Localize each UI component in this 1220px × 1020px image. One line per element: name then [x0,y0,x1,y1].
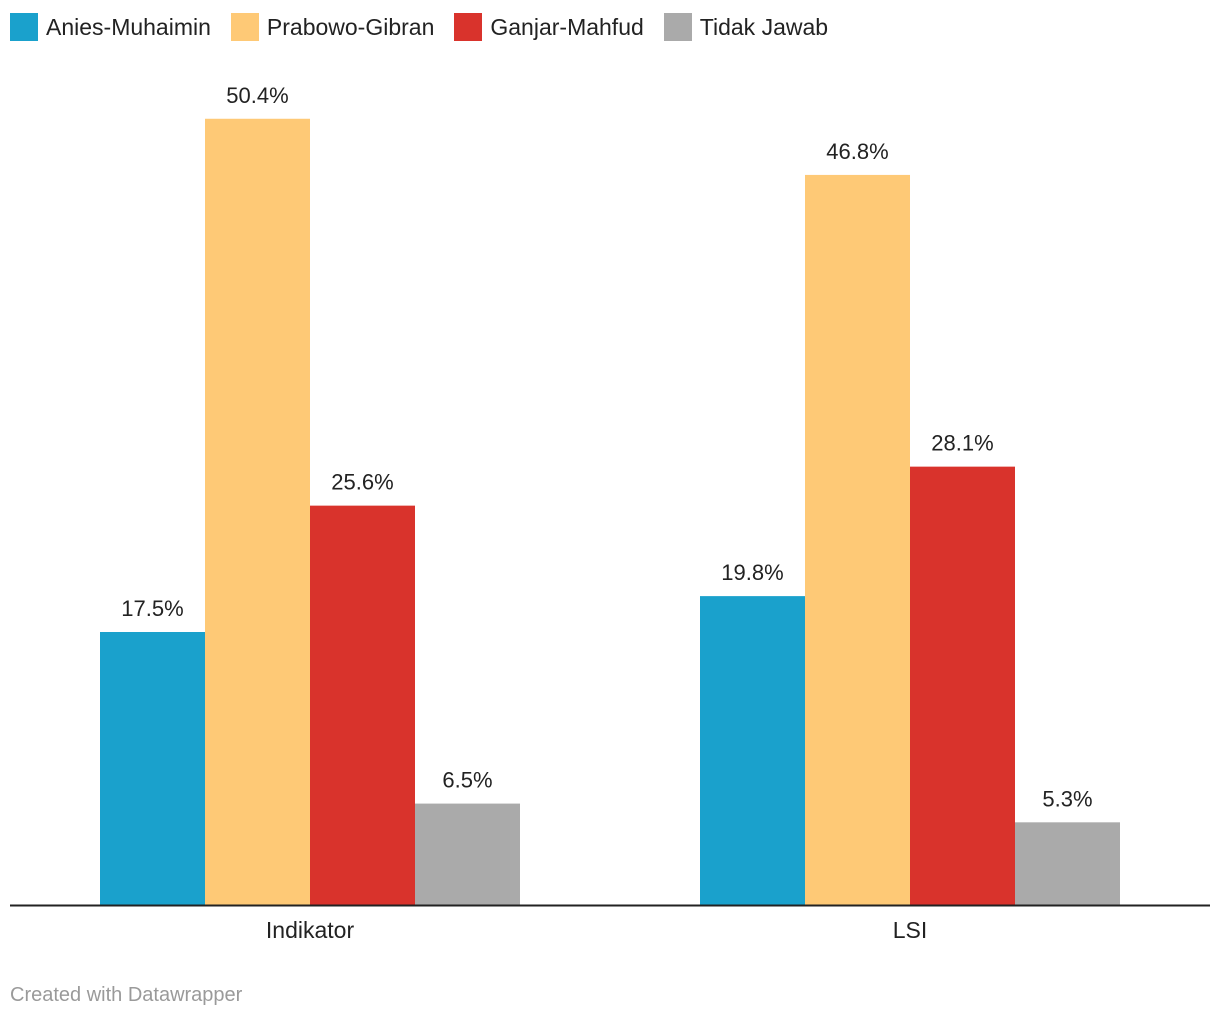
data-label-lsi-ganjar-mahfud: 28.1% [931,431,993,456]
legend-swatch-tidak-jawab [663,13,692,41]
legend-label-anies-muhaimin: Anies-Muhaimin [46,13,211,40]
legend-label-prabowo-gibran: Prabowo-Gibran [266,13,435,40]
legend-swatch-ganjar-mahfud [454,13,483,41]
bar-chart: 17.5% 50.4% 25.6% 6.5% Indikator 19.8% 46.8% 28… [10,83,1210,943]
legend-label-ganjar-mahfud: Ganjar-Mahfud [490,13,644,40]
data-label-lsi-anies-muhaimin: 19.8% [721,560,783,585]
bar-lsi-anies-muhaimin [700,596,805,905]
legend-item-anies-muhaimin: Anies-Muhaimin [10,13,211,41]
data-label-lsi-tidak-jawab: 5.3% [1042,786,1092,811]
data-label-indikator-anies-muhaimin: 17.5% [121,596,183,621]
legend-label-tidak-jawab: Tidak Jawab [699,13,829,40]
credit-text: Created with Datawrapper [10,984,243,1006]
bar-lsi-tidak-jawab [1015,822,1120,905]
bar-indikator-anies-muhaimin [100,632,205,905]
data-label-indikator-tidak-jawab: 6.5% [442,768,492,793]
legend-swatch-prabowo-gibran [230,13,259,41]
x-tick-label-indikator: Indikator [266,917,355,943]
x-tick-label-lsi: LSI [893,917,928,943]
legend-item-tidak-jawab: Tidak Jawab [663,13,829,41]
data-label-lsi-prabowo-gibran: 46.8% [826,139,888,164]
data-label-indikator-ganjar-mahfud: 25.6% [331,470,393,495]
legend-swatch-anies-muhaimin [10,13,38,41]
bar-lsi-prabowo-gibran [805,174,910,906]
legend-item-prabowo-gibran: Prabowo-Gibran [230,13,435,41]
bar-indikator-prabowo-gibran [205,118,310,905]
bar-indikator-ganjar-mahfud [310,505,415,905]
legend-item-ganjar-mahfud: Ganjar-Mahfud [454,13,644,41]
bar-indikator-tidak-jawab [415,803,520,905]
legend: Anies-Muhaimin Prabowo-Gibran Ganjar-Mah… [10,10,828,44]
bar-lsi-ganjar-mahfud [910,466,1015,905]
data-label-indikator-prabowo-gibran: 50.4% [226,83,288,108]
